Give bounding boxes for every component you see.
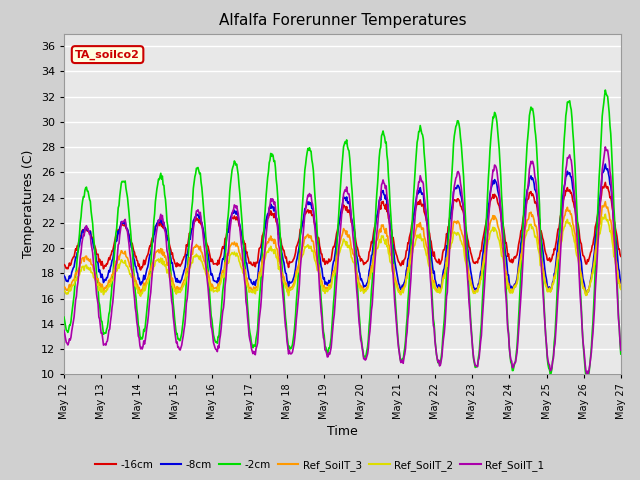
- X-axis label: Time: Time: [327, 425, 358, 438]
- Legend: -16cm, -8cm, -2cm, Ref_SoilT_3, Ref_SoilT_2, Ref_SoilT_1: -16cm, -8cm, -2cm, Ref_SoilT_3, Ref_Soil…: [92, 456, 548, 475]
- Y-axis label: Temperatures (C): Temperatures (C): [22, 150, 35, 258]
- Title: Alfalfa Forerunner Temperatures: Alfalfa Forerunner Temperatures: [219, 13, 466, 28]
- Text: TA_soilco2: TA_soilco2: [75, 49, 140, 60]
